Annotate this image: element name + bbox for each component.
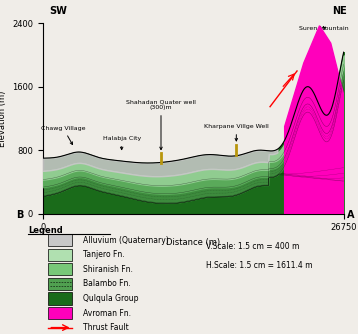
Text: Shahadan Quater well
(300)m: Shahadan Quater well (300)m <box>126 99 196 150</box>
FancyBboxPatch shape <box>48 234 72 246</box>
Text: Qulqula Group: Qulqula Group <box>83 294 138 303</box>
FancyBboxPatch shape <box>48 278 72 290</box>
Text: Avroman Fn.: Avroman Fn. <box>83 309 131 318</box>
Text: V.Scale: 1.5 cm = 400 m: V.Scale: 1.5 cm = 400 m <box>207 242 300 252</box>
Text: Thrust Fault: Thrust Fault <box>83 323 129 332</box>
Text: Kharpane Villge Well: Kharpane Villge Well <box>204 124 269 141</box>
Y-axis label: Elevation (m): Elevation (m) <box>0 91 6 147</box>
Polygon shape <box>285 26 344 214</box>
FancyBboxPatch shape <box>48 307 72 319</box>
Text: Balambo Fn.: Balambo Fn. <box>83 280 131 289</box>
Text: Legend: Legend <box>28 226 63 235</box>
FancyBboxPatch shape <box>48 292 72 305</box>
Text: Alluvium (Quaternary): Alluvium (Quaternary) <box>83 236 169 245</box>
Text: Shiranish Fn.: Shiranish Fn. <box>83 265 133 274</box>
Text: SW: SW <box>49 6 67 16</box>
Text: B: B <box>16 209 23 219</box>
X-axis label: Distance (m): Distance (m) <box>166 238 221 247</box>
FancyBboxPatch shape <box>48 249 72 261</box>
Text: H.Scale: 1.5 cm = 1611.4 m: H.Scale: 1.5 cm = 1611.4 m <box>207 261 313 270</box>
Text: A: A <box>347 209 354 219</box>
Text: Chawg Village: Chawg Village <box>41 126 86 145</box>
Text: Suren Mountain: Suren Mountain <box>299 26 349 31</box>
Text: Tanjero Fn.: Tanjero Fn. <box>83 250 124 259</box>
FancyBboxPatch shape <box>48 263 72 276</box>
Text: Halabja City: Halabja City <box>102 136 141 150</box>
Text: NE: NE <box>332 6 347 16</box>
